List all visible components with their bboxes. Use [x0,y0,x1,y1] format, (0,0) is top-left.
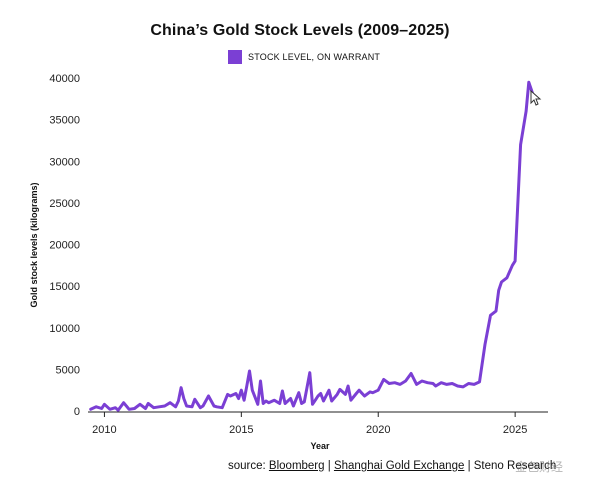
source-line: source: Bloomberg | Shanghai Gold Exchan… [228,460,556,472]
legend-swatch [228,50,242,64]
source-link-bloomberg[interactable]: Bloomberg [268,460,325,472]
x-tick-label: 2020 [366,424,390,436]
source-separator: | [324,460,334,472]
source-steno: Steno Research [473,460,557,472]
y-tick-label: 30000 [49,156,80,168]
source-separator: | [464,460,474,472]
chart-title: China’s Gold Stock Levels (2009–2025) [150,22,450,39]
x-axis-label: Year [310,441,330,451]
y-tick-label: 15000 [49,281,80,293]
x-tick-label: 2010 [92,424,116,436]
y-tick-label: 10000 [49,323,80,335]
x-tick-label: 2025 [503,424,527,436]
legend-label: STOCK LEVEL, ON WARRANT [248,52,381,62]
y-axis-label: Gold stock levels (kilograms) [29,182,39,308]
y-tick-label: 40000 [49,73,80,85]
y-tick-label: 0 [74,406,80,418]
mouse-pointer-icon [530,90,542,106]
watermark-text: 金色财经 [515,460,564,474]
y-tick-label: 25000 [49,198,80,210]
legend: STOCK LEVEL, ON WARRANT [228,50,380,64]
series-line-stock-level [89,80,536,412]
y-tick-label: 5000 [56,364,80,376]
source-link-sge[interactable]: Shanghai Gold Exchange [333,460,465,472]
source-prefix: source: [228,460,269,472]
x-tick-label: 2015 [229,424,253,436]
y-tick-label: 35000 [49,115,80,127]
y-tick-label: 20000 [49,240,80,252]
